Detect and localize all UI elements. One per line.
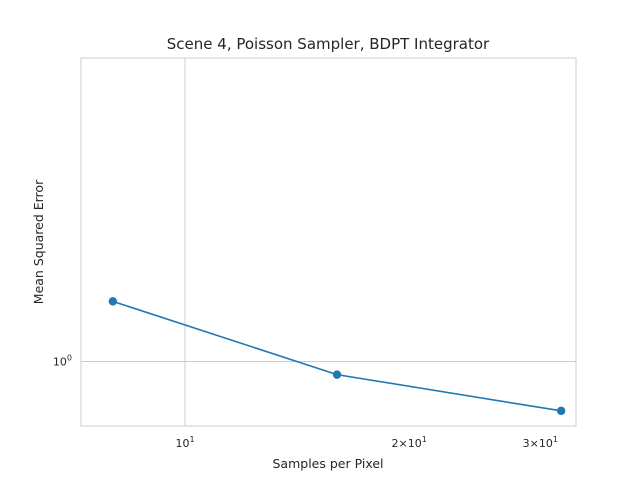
grid-lines bbox=[81, 58, 576, 426]
data-point bbox=[332, 370, 342, 379]
x-tick-label: 2×101 bbox=[392, 435, 427, 450]
x-tick-label: 3×101 bbox=[523, 435, 558, 450]
chart-title: Scene 4, Poisson Sampler, BDPT Integrato… bbox=[167, 35, 490, 53]
data-point bbox=[108, 297, 118, 306]
y-axis-label: Mean Squared Error bbox=[31, 179, 46, 304]
y-tick-label: 100 bbox=[53, 354, 72, 369]
plot-background bbox=[81, 58, 576, 426]
plot-frame bbox=[80, 57, 577, 427]
x-axis-label: Samples per Pixel bbox=[272, 456, 383, 471]
data-point bbox=[556, 406, 566, 416]
x-tick-label: 101 bbox=[175, 435, 194, 450]
data-series bbox=[108, 297, 566, 416]
tick-labels: 101 2×101 3×101 100 bbox=[53, 354, 558, 450]
